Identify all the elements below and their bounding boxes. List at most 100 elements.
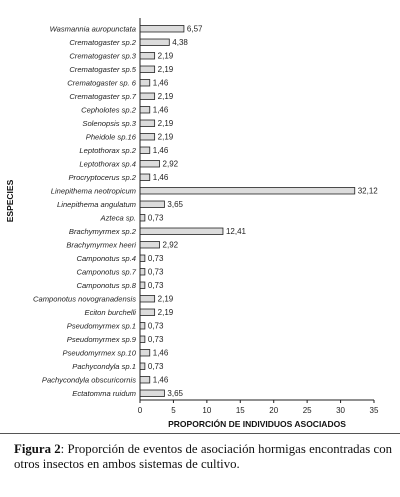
- bar: [139, 308, 156, 316]
- bar: [139, 92, 156, 100]
- value-label: 2,19: [158, 119, 174, 128]
- value-label: 1,46: [153, 106, 169, 115]
- value-label: 1,46: [153, 146, 169, 155]
- value-label: 2,19: [158, 308, 174, 317]
- x-tick-label: 30: [336, 406, 345, 415]
- bar: [139, 79, 151, 87]
- bar: [139, 254, 146, 262]
- value-label: 2,19: [158, 295, 174, 304]
- bar: [139, 322, 146, 330]
- bar: [139, 187, 356, 195]
- value-label: 2,92: [163, 241, 179, 250]
- category-label: Linepithema angulatum: [57, 200, 136, 209]
- category-label: Crematogaster sp. 6: [67, 78, 137, 87]
- category-label: Crematogaster sp.3: [69, 51, 136, 60]
- category-label: Pheidole sp.16: [86, 132, 137, 141]
- x-tick-label: 10: [202, 406, 211, 415]
- bar: [139, 227, 224, 235]
- category-label: Camponotus sp.8: [76, 281, 136, 290]
- value-label: 3,65: [167, 200, 183, 209]
- category-label: Pachycondyla obscuricornis: [42, 375, 136, 384]
- value-label: 2,19: [158, 133, 174, 142]
- bar: [139, 146, 151, 154]
- caption-divider: [0, 433, 400, 434]
- bar: [139, 268, 146, 276]
- x-tick-label: 15: [236, 406, 245, 415]
- value-label: 1,46: [153, 173, 169, 182]
- category-label: Crematogaster sp.2: [69, 38, 136, 47]
- bar: [139, 376, 151, 384]
- value-label: 0,73: [148, 281, 164, 290]
- value-label: 0,73: [148, 362, 164, 371]
- bar: [139, 214, 146, 222]
- value-label: 1,46: [153, 349, 169, 358]
- category-label: Camponotus sp.4: [76, 254, 136, 263]
- bar-chart: Wasmannia auropunctata Crematogaster sp.2…: [5, 18, 379, 429]
- category-label: Eciton burchelli: [85, 308, 137, 317]
- category-label: Brachymyrmex sp.2: [69, 227, 137, 236]
- category-label: Procryptocerus sp.2: [68, 173, 136, 182]
- bar: [139, 389, 165, 397]
- value-labels: 6,57 4,38 2,19 2,19 1,46 2,19 1,46 2,19 2,19 1,46…: [148, 25, 379, 398]
- bar: [139, 133, 156, 141]
- category-label: Pseudomyrmex sp.9: [67, 335, 137, 344]
- category-label: Crematogaster sp.7: [69, 92, 136, 101]
- category-label: Camponotus sp.7: [76, 267, 136, 276]
- bar: [139, 241, 160, 249]
- category-label: Azteca sp.: [100, 213, 136, 222]
- category-label: Ectatomma ruidum: [72, 389, 136, 398]
- bar: [139, 65, 156, 73]
- x-tick-label: 5: [171, 406, 176, 415]
- bar: [139, 349, 151, 357]
- value-label: 0,73: [148, 254, 164, 263]
- bar: [139, 362, 146, 370]
- value-label: 2,92: [163, 160, 179, 169]
- category-label: Cepholotes sp.2: [81, 105, 137, 114]
- value-label: 0,73: [148, 214, 164, 223]
- figure-caption: Figura 2: Proporción de eventos de asoci…: [14, 442, 392, 472]
- bar: [139, 200, 165, 208]
- x-tick-label: 35: [370, 406, 379, 415]
- category-label: Brachymyrmex heeri: [66, 240, 136, 249]
- bar: [139, 281, 146, 289]
- bar: [139, 52, 156, 60]
- value-label: 0,73: [148, 322, 164, 331]
- axes: 0 5 10 15 20 25 30 35: [138, 18, 379, 415]
- category-label: Leptothorax sp.2: [79, 146, 136, 155]
- value-label: 2,19: [158, 92, 174, 101]
- x-axis-title: PROPORCIÓN DE INDIVIDUOS ASOCIADOS: [168, 418, 346, 429]
- bars-group: [139, 25, 356, 397]
- category-label: Solenopsis sp.3: [82, 119, 136, 128]
- value-label: 4,38: [172, 38, 188, 47]
- caption-text: : Proporción de eventos de asociación ho…: [14, 442, 392, 471]
- category-label: Leptothorax sp.4: [79, 159, 136, 168]
- value-label: 0,73: [148, 268, 164, 277]
- bar: [139, 38, 170, 46]
- bar: [139, 119, 156, 127]
- category-label: Crematogaster sp.5: [69, 65, 136, 74]
- category-label: Pseudomyrmex sp.1: [67, 321, 136, 330]
- category-labels: Wasmannia auropunctata Crematogaster sp.2…: [33, 24, 137, 398]
- x-tick-label: 0: [138, 406, 143, 415]
- x-tick-label: 25: [303, 406, 312, 415]
- bar: [139, 160, 160, 168]
- category-label: Linepithema neotropicum: [51, 186, 136, 195]
- value-label: 32,12: [358, 187, 379, 196]
- value-label: 1,46: [153, 79, 169, 88]
- value-label: 0,73: [148, 335, 164, 344]
- value-label: 3,65: [167, 389, 183, 398]
- value-label: 2,19: [158, 52, 174, 61]
- value-label: 1,46: [153, 376, 169, 385]
- bar: [139, 25, 185, 33]
- category-label: Wasmannia auropunctata: [50, 24, 136, 33]
- bar: [139, 295, 156, 303]
- x-tick-label: 20: [269, 406, 278, 415]
- value-label: 2,19: [158, 65, 174, 74]
- category-label: Camponotus novogranadensis: [33, 294, 136, 303]
- category-label: Pachycondyla sp.1: [72, 362, 136, 371]
- category-label: Pseudomyrmex sp.10: [63, 348, 137, 357]
- caption-label: Figura 2: [14, 442, 61, 456]
- value-label: 6,57: [187, 25, 203, 34]
- bar: [139, 173, 151, 181]
- bar: [139, 106, 151, 114]
